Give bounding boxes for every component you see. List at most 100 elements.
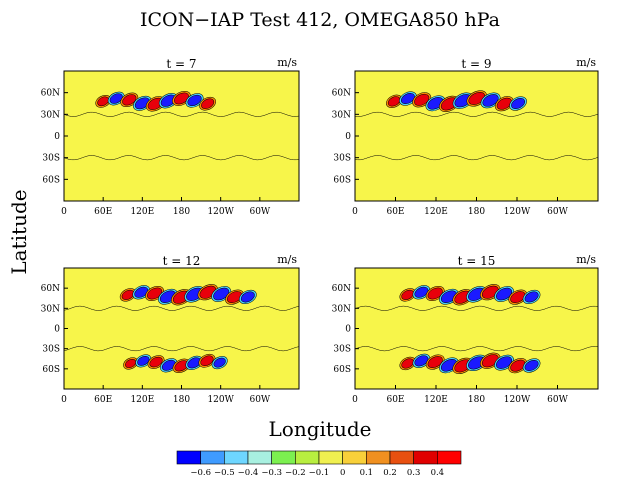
x-tick-label: 180 <box>468 207 485 217</box>
field <box>355 90 598 161</box>
plot-area <box>64 71 299 201</box>
wave-feature-south <box>399 352 541 374</box>
y-axis-label: Latitude <box>7 189 31 274</box>
x-tick-label: 180 <box>468 395 485 405</box>
colorbar-label: −0.3 <box>261 468 282 478</box>
panel-title: t = 15 <box>458 254 496 268</box>
contour-core <box>427 356 443 368</box>
colorbar-label: −0.5 <box>214 468 235 478</box>
y-tick-label: 60S <box>42 365 60 375</box>
contour-core <box>200 355 214 367</box>
y-ticks: 60N 30N 0 30S 60S <box>332 89 359 185</box>
x-tick-label: 60W <box>249 395 270 405</box>
y-tick-label: 60S <box>42 175 60 185</box>
x-tick-label: 120W <box>504 395 531 405</box>
wave-feature-north <box>95 90 217 112</box>
x-tick-label: 120W <box>504 207 531 217</box>
colorbar-label: 0.1 <box>360 468 374 478</box>
x-tick-label: 120E <box>130 207 154 217</box>
colorbar-label: 0.4 <box>431 468 445 478</box>
x-tick-label: 0 <box>352 207 358 217</box>
colorbar-label: −0.2 <box>285 468 306 478</box>
y-tick-label: 60S <box>333 175 351 185</box>
x-tick-label: 180 <box>173 395 190 405</box>
x-tick-label: 60W <box>547 395 568 405</box>
x-ticks: 0 60E 120E 180 120W 60W <box>61 197 271 217</box>
colorbar-swatch <box>176 450 201 465</box>
y-ticks: 60N 30N 0 30S 60S <box>332 284 359 375</box>
contour-line <box>355 305 598 311</box>
x-ticks: 0 60E 120E 180 120W 60W <box>61 385 271 405</box>
contour-core <box>468 91 486 105</box>
colorbar-swatch <box>389 450 414 465</box>
x-axis-label: Longitude <box>269 417 372 441</box>
contour-core <box>149 356 163 368</box>
y-tick-label: 60N <box>41 89 60 99</box>
contour-line <box>355 155 598 161</box>
colorbar-label: −0.4 <box>238 468 259 478</box>
colorbar-label: −0.6 <box>190 468 211 478</box>
panels: t = 7 m/s0 60E 120E 180 120W 60W60N30N030S60St… <box>41 56 599 405</box>
panel-title: t = 9 <box>461 57 491 71</box>
y-tick-label: 60S <box>333 365 351 375</box>
contour-line <box>64 111 299 117</box>
y-tick-label: 30N <box>332 110 351 120</box>
contour-core <box>510 359 526 372</box>
contour-core <box>414 93 430 106</box>
contour-core <box>414 355 429 367</box>
y-tick-label: 0 <box>54 132 60 142</box>
x-tick-label: 0 <box>352 395 358 405</box>
colorbar-swatch <box>295 450 320 465</box>
colorbar-label: 0.3 <box>407 468 421 478</box>
panel-4: t = 15 m/s 0 60E 120E 180 120W 60W 60N 30N 0 30S 60S <box>332 253 599 405</box>
y-tick-label: 30S <box>42 345 60 355</box>
contour-core <box>226 291 243 304</box>
contour-core <box>401 93 415 105</box>
contour-core <box>187 94 202 107</box>
wave-feature-north <box>119 284 257 306</box>
contour-core <box>125 358 137 368</box>
contour-core <box>122 94 137 106</box>
plot-area <box>355 268 598 389</box>
wave-feature-south <box>123 353 228 373</box>
x-ticks: 0 60E 120E 180 120W 60W <box>352 197 569 217</box>
panel-unit: m/s <box>576 253 596 266</box>
colorbar-swatch <box>271 450 296 465</box>
contour-line <box>64 155 299 161</box>
y-tick-label: 30S <box>333 154 351 164</box>
field <box>64 90 299 161</box>
panel-title: t = 12 <box>163 254 201 268</box>
contour-core <box>496 287 513 301</box>
colorbar-label: −0.1 <box>309 468 330 478</box>
y-tick-label: 0 <box>54 325 60 335</box>
contour-core <box>213 357 226 368</box>
contour-core <box>496 97 512 110</box>
contour-core <box>524 360 539 372</box>
y-tick-label: 30S <box>42 154 60 164</box>
contour-core <box>161 359 176 371</box>
y-tick-label: 60N <box>332 89 351 99</box>
contour-core <box>482 94 499 107</box>
panel-unit: m/s <box>277 253 297 266</box>
y-tick-label: 30S <box>333 345 351 355</box>
field <box>64 284 299 373</box>
x-tick-label: 0 <box>61 207 67 217</box>
plot-area <box>355 71 598 201</box>
colorbar-swatch <box>318 450 343 465</box>
contour-core <box>524 291 539 303</box>
contour-core <box>147 287 163 300</box>
y-tick-label: 0 <box>345 132 351 142</box>
contour-core <box>510 291 526 304</box>
x-tick-label: 60W <box>547 207 568 217</box>
contour-core <box>137 355 150 366</box>
x-tick-label: 0 <box>61 395 67 405</box>
panel-2: t = 9 m/s 0 60E 120E 180 120W 60W 60N 30N 0 30S 60S <box>332 56 599 217</box>
colorbar-swatch <box>342 450 367 465</box>
x-tick-label: 120E <box>130 395 154 405</box>
field <box>355 284 598 374</box>
x-tick-label: 120E <box>424 395 448 405</box>
x-tick-label: 120E <box>424 207 448 217</box>
y-tick-label: 60N <box>332 284 351 294</box>
wave-feature-north <box>386 90 527 112</box>
